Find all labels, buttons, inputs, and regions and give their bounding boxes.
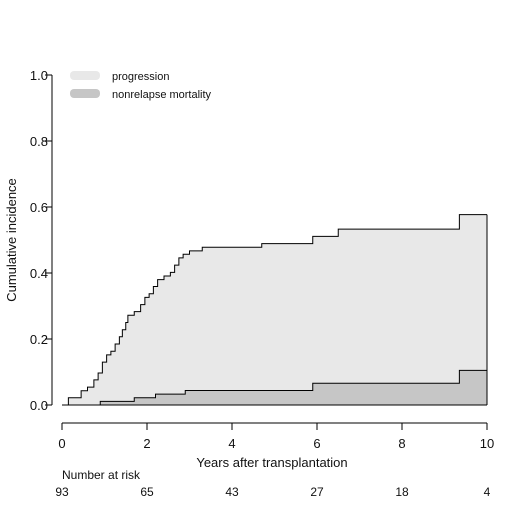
nonrelapse-mortality-area <box>62 370 487 405</box>
risk-count-4: 43 <box>225 485 239 499</box>
x-tick-label-6: 6 <box>313 436 320 451</box>
x-tick-label-8: 8 <box>398 436 405 451</box>
risk-table-title: Number at risk <box>62 468 141 482</box>
risk-count-0: 93 <box>55 485 69 499</box>
nonrelapse-mortality-line <box>62 369 487 406</box>
risk-count-8: 18 <box>395 485 409 499</box>
x-axis-title: Years after transplantation <box>196 455 347 470</box>
y-tick-label-0.8: 0.8 <box>30 134 48 149</box>
legend: progression nonrelapse mortality <box>70 71 212 101</box>
y-tick-label-0.4: 0.4 <box>30 266 48 281</box>
legend-label-nonrelapse-mortality: nonrelapse mortality <box>112 89 212 101</box>
risk-table: 93 65 43 27 18 4 <box>55 485 490 499</box>
y-tick-label-0.2: 0.2 <box>30 332 48 347</box>
x-tick-label-4: 4 <box>228 436 235 451</box>
legend-swatch-nonrelapse-mortality <box>70 89 100 98</box>
y-axis-title: Cumulative incidence <box>4 178 19 302</box>
risk-count-2: 65 <box>140 485 154 499</box>
risk-count-6: 27 <box>310 485 324 499</box>
x-tick-label-2: 2 <box>143 436 150 451</box>
y-tick-label-0.6: 0.6 <box>30 200 48 215</box>
progression-line <box>62 214 487 406</box>
plot-area: 0 2 4 6 8 10 0.0 0.2 0.4 0.6 0.8 1.0 <box>30 68 494 451</box>
progression-area <box>62 214 487 405</box>
x-tick-label-10: 10 <box>480 436 494 451</box>
y-tick-label-1.0: 1.0 <box>30 68 48 83</box>
x-tick-label-0: 0 <box>58 436 65 451</box>
legend-label-progression: progression <box>112 71 169 83</box>
risk-count-10: 4 <box>484 485 491 499</box>
legend-swatch-progression <box>70 71 100 80</box>
y-tick-label-0.0: 0.0 <box>30 398 48 413</box>
